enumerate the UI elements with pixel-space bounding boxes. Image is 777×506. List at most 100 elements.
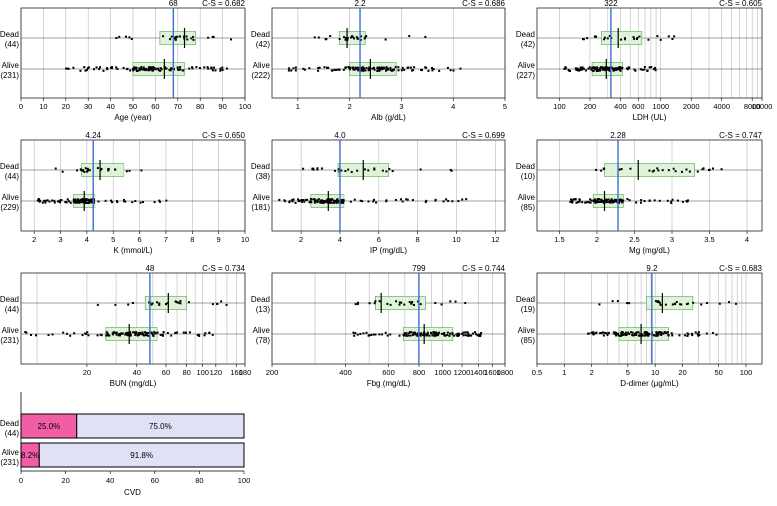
data-point (380, 333, 383, 336)
data-point (412, 334, 415, 337)
data-point (327, 66, 330, 69)
x-axis-label: CVD (124, 488, 141, 497)
data-point (589, 201, 592, 204)
data-point (445, 198, 448, 201)
data-point (405, 198, 408, 201)
tick-label: 100 (196, 368, 209, 377)
data-point (600, 169, 603, 172)
data-point (618, 68, 621, 71)
panel-k: Dead(44) Alive(229) 4.24 C-S = 0.650 2 3 4 5 6 7 8… (0, 131, 249, 255)
data-point (569, 200, 572, 203)
data-point (572, 198, 575, 201)
data-point (153, 66, 156, 69)
data-point (115, 66, 118, 69)
data-point (323, 66, 326, 69)
cvd-bar-segment (38, 442, 245, 468)
tick-label: 600 (632, 102, 645, 111)
data-point (225, 67, 228, 70)
data-point (108, 334, 111, 337)
data-point (147, 67, 150, 70)
data-point (186, 38, 189, 41)
data-point (297, 198, 300, 201)
data-point (356, 301, 359, 304)
data-point (574, 67, 577, 70)
tick-label: 50 (129, 102, 137, 111)
data-point (464, 302, 467, 305)
data-point (158, 199, 161, 202)
group-count: (19) (521, 305, 536, 314)
data-point (430, 332, 433, 335)
data-point (606, 333, 609, 336)
group-label: Dead (0, 30, 19, 39)
data-point (138, 68, 141, 71)
data-point (701, 168, 704, 171)
data-point (419, 303, 422, 306)
data-point (432, 68, 435, 71)
data-point (600, 66, 603, 69)
data-point (601, 66, 604, 69)
data-point (620, 168, 623, 171)
data-point (618, 66, 621, 69)
data-point (673, 302, 676, 305)
data-point (660, 331, 663, 334)
data-point (363, 168, 366, 171)
data-point (397, 66, 400, 69)
data-point (298, 199, 301, 202)
data-point (476, 334, 479, 337)
data-point (99, 66, 102, 69)
panel-ldh: Dead(42) Alive(227) 322 C-S = 0.605 100 200 40… (516, 0, 773, 122)
data-point (187, 301, 190, 304)
tick-label: 200 (584, 102, 597, 111)
data-point (644, 333, 647, 336)
data-point (654, 300, 657, 303)
data-point (335, 201, 338, 204)
data-point (66, 198, 69, 201)
data-point (627, 331, 630, 334)
data-point (602, 167, 605, 170)
data-point (185, 35, 188, 38)
data-point (440, 303, 443, 306)
data-point (292, 198, 295, 201)
data-point (111, 66, 114, 69)
data-point (359, 199, 362, 202)
data-point (365, 331, 368, 334)
data-point (456, 332, 459, 335)
data-point (621, 333, 624, 336)
data-point (178, 68, 181, 71)
data-point (68, 200, 71, 203)
data-point (652, 169, 655, 172)
data-point (406, 334, 409, 337)
data-point (582, 38, 585, 41)
data-point (657, 301, 660, 304)
data-point (596, 66, 599, 69)
data-point (135, 332, 138, 335)
data-point (310, 201, 313, 204)
data-point (142, 334, 145, 337)
data-point (359, 38, 362, 41)
tick-label: 2.5 (629, 235, 639, 244)
cvd-bar-label: 91.8% (130, 451, 153, 460)
data-point (158, 302, 161, 305)
panel-frame (271, 7, 506, 99)
data-point (356, 37, 359, 40)
data-point (131, 201, 134, 204)
data-point (617, 201, 620, 204)
data-point (664, 331, 667, 334)
data-point (391, 68, 394, 71)
panel-frame (271, 139, 506, 232)
data-point (188, 67, 191, 70)
data-point (644, 331, 647, 334)
data-point (124, 200, 127, 203)
data-point (373, 168, 376, 171)
data-point (347, 66, 350, 69)
data-point (96, 303, 99, 306)
data-point (374, 333, 377, 336)
data-point (389, 333, 392, 336)
data-point (675, 301, 678, 304)
data-point (176, 331, 179, 334)
data-point (142, 66, 145, 69)
data-point (107, 169, 110, 172)
data-point (141, 331, 144, 334)
data-point (179, 66, 182, 69)
data-point (170, 334, 173, 337)
